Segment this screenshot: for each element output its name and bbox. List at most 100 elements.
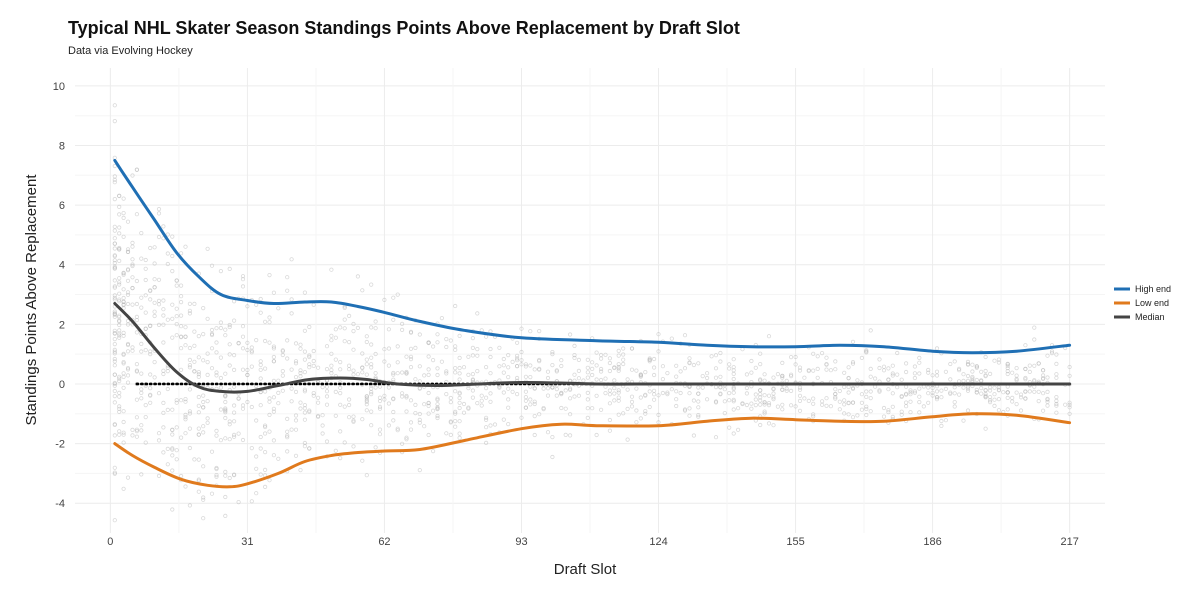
scatter-point [572,352,577,358]
scatter-point [179,324,184,329]
scatter-point [634,368,639,373]
scatter-point [148,288,153,293]
scatter-point [179,367,184,372]
scatter-point [426,372,431,377]
scatter-point [506,365,511,370]
scatter-point [346,397,352,402]
scatter-point [466,354,471,359]
scatter-point [218,375,223,381]
scatter-point [713,384,719,390]
scatter-point [979,378,984,383]
scatter-point [607,392,613,397]
scatter-point [165,317,170,322]
scatter-point [430,408,436,413]
scatter-point [205,416,210,421]
scatter-point [333,389,338,394]
scatter-point [974,390,979,395]
scatter-point [130,345,135,350]
scatter-point [607,428,613,433]
scatter-point [112,470,117,475]
scatter-point [187,308,192,313]
scatter-point [1023,375,1028,381]
scatter-point [983,373,988,378]
scatter-point [121,271,126,276]
scatter-point [369,409,374,414]
scatter-point [532,367,537,372]
scatter-point [965,359,971,364]
scatter-point [161,371,166,377]
scatter-point [1054,352,1059,357]
scatter-point [161,410,166,415]
scatter-point [165,386,170,392]
scatter-point [996,360,1002,365]
scatter-point [983,368,988,374]
scatter-point [324,394,330,399]
scatter-point [780,387,785,392]
scatter-point [501,363,506,368]
scatter-point [285,356,290,361]
scatter-point [457,419,462,424]
scatter-point [970,362,975,367]
scatter-point [240,346,246,351]
scatter-point [165,365,170,370]
scatter-point [254,418,259,423]
scatter-point [187,345,192,351]
scatter-point [130,348,135,353]
scatter-point [125,219,131,224]
scatter-point [196,477,201,482]
scatter-point [598,377,604,383]
scatter-point [338,429,343,434]
scatter-point [629,399,635,404]
scatter-point [979,385,984,391]
scatter-point [506,405,511,410]
scatter-point [594,363,599,368]
scatter-point [112,393,117,399]
scatter-point [629,346,635,351]
scatter-point [682,333,688,338]
scatter-point [170,507,175,512]
scatter-point [444,336,449,342]
scatter-point [174,425,179,430]
scatter-point [338,325,343,330]
y-tick-label: 6 [59,200,65,212]
scatter-point [647,357,652,362]
scatter-point [112,341,117,347]
scatter-point [360,417,365,422]
scatter-point [125,268,131,273]
scatter-point [143,257,148,263]
scatter-point [616,364,621,370]
scatter-point [369,389,374,395]
scatter-point [727,366,732,371]
scatter-point [528,384,533,389]
scatter-point [214,428,219,433]
scatter-point [704,371,710,376]
scatter-point [232,473,237,478]
scatter-point [249,348,254,353]
scatter-point [258,296,263,302]
scatter-point [373,319,378,324]
scatter-point [638,395,643,400]
scatter-point [704,397,710,402]
scatter-point [731,397,736,402]
scatter-point [669,387,674,392]
scatter-point [483,364,489,370]
scatter-point [638,372,643,377]
scatter-point [970,374,975,380]
scatter-point [192,343,197,348]
scatter-point [179,473,184,479]
scatter-point [382,347,387,352]
scatter-point [227,342,232,347]
scatter-point [143,310,148,315]
scatter-point [125,365,131,371]
scatter-point [983,374,988,379]
scatter-point [382,393,387,398]
scatter-point [453,424,458,429]
scatter-point [833,387,838,392]
scatter-point [497,345,502,350]
scatter-point [156,438,162,443]
scatter-point [369,391,374,397]
scatter-point [170,468,175,473]
scatter-point [134,212,139,217]
scatter-point [665,390,670,395]
scatter-point [280,348,285,353]
